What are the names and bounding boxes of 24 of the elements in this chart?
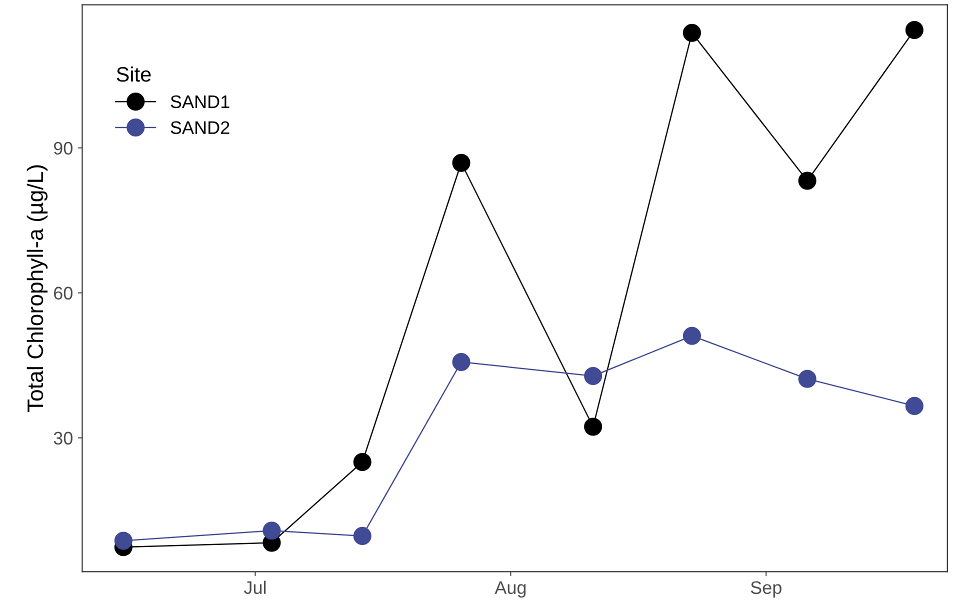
y-tick-label: 90 xyxy=(54,142,72,155)
point xyxy=(905,396,924,415)
legend-title: Site xyxy=(116,66,151,82)
point xyxy=(584,418,602,436)
point xyxy=(452,352,470,372)
point xyxy=(584,366,602,386)
y-tick-label: 60 xyxy=(54,286,72,300)
point xyxy=(353,452,372,472)
point xyxy=(905,20,924,39)
y-tick-label: 30 xyxy=(54,432,72,445)
legend-label: SAND2 xyxy=(170,121,230,134)
point xyxy=(452,154,470,172)
point xyxy=(682,24,701,42)
point xyxy=(262,522,281,540)
x-tick-label: Aug xyxy=(494,581,526,598)
point xyxy=(114,532,132,550)
x-tick-label: Jul xyxy=(244,580,266,594)
y-axis-title: Total Chlorophyll-a (µg/L) xyxy=(26,165,48,412)
point xyxy=(682,326,701,345)
point xyxy=(798,172,816,190)
point xyxy=(353,526,372,545)
legend-label: SAND1 xyxy=(170,95,230,108)
point xyxy=(798,370,816,388)
x-tick-label: Sep xyxy=(750,581,782,598)
